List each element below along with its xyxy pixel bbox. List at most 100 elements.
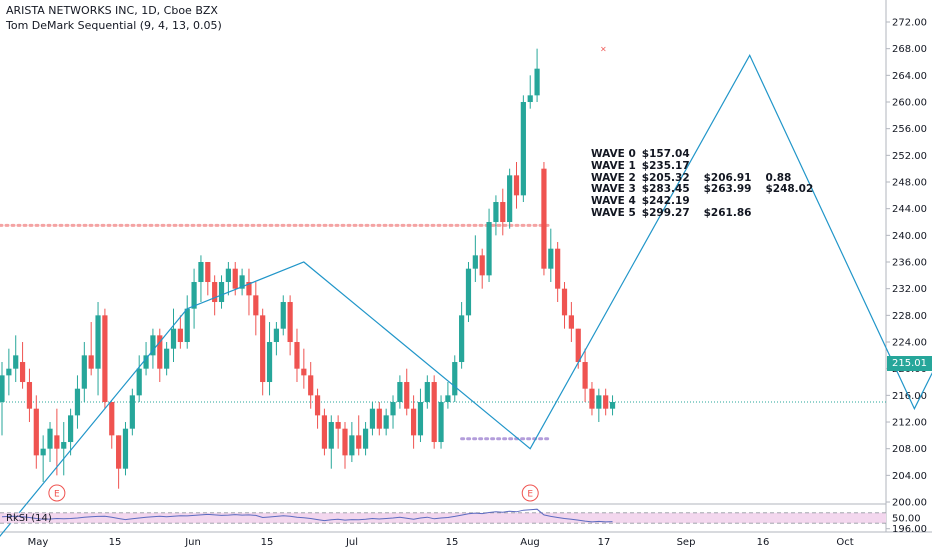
candle-body xyxy=(520,102,526,196)
candle-body xyxy=(232,268,238,289)
candle-body xyxy=(198,262,204,283)
candle-body xyxy=(314,395,321,416)
y-tick-label: 248.00 xyxy=(892,178,927,189)
candle-body xyxy=(177,328,183,343)
candle-body xyxy=(301,368,307,376)
candle-body xyxy=(54,435,60,449)
candle-body xyxy=(225,268,231,283)
y-tick-label: 228.00 xyxy=(892,311,927,322)
wave-label: WAVE 0 xyxy=(591,148,636,160)
candle-body xyxy=(472,255,478,269)
y-tick-label: 260.00 xyxy=(892,98,927,109)
candle-body xyxy=(6,368,12,376)
candle-body xyxy=(136,368,142,396)
y-tick-label: 252.00 xyxy=(892,151,927,162)
wave-label: WAVE 4 xyxy=(591,195,636,208)
wave-value: $205.32 xyxy=(641,171,690,184)
earnings-label: E xyxy=(527,490,533,500)
candle-body xyxy=(362,428,369,449)
y-tick-label: 196.00 xyxy=(892,524,927,535)
wave-row: WAVE 5 $299.27 $261.86 xyxy=(591,206,813,220)
wave-row: WAVE 1 $235.17 xyxy=(591,160,813,173)
wave-line xyxy=(0,53,932,537)
earnings-marker xyxy=(48,484,66,502)
candle-body xyxy=(294,342,300,369)
candle-body xyxy=(589,388,595,409)
candle-body xyxy=(356,435,362,449)
candle-body xyxy=(548,248,554,269)
candle-body xyxy=(507,175,513,223)
y-tick-label: 264.00 xyxy=(892,71,927,82)
earnings-label: E xyxy=(54,490,60,500)
candle-body xyxy=(280,302,286,329)
y-tick-label: 216.00 xyxy=(892,391,927,402)
earnings-marker xyxy=(521,484,539,502)
y-tick-label: 224.00 xyxy=(892,338,927,349)
x-tick-label: Jun xyxy=(184,537,201,548)
candle-body xyxy=(500,202,506,223)
wave-value: $242.19 xyxy=(641,195,690,208)
wave-value: 0.88 xyxy=(765,171,792,184)
candle-body xyxy=(321,415,328,449)
candle-body xyxy=(404,382,410,409)
wave-label: WAVE 5 xyxy=(591,206,636,219)
x-tick-label: 16 xyxy=(757,537,770,548)
candle-body xyxy=(369,408,376,429)
wave-value: $261.86 xyxy=(703,206,752,219)
candle-body xyxy=(109,402,115,436)
candle-body xyxy=(397,382,403,403)
wave-label: WAVE 3 xyxy=(591,183,636,196)
x-tick-label: 15 xyxy=(109,537,122,548)
y-tick-label: 268.00 xyxy=(892,44,927,55)
candle-body xyxy=(575,328,581,363)
candle-body xyxy=(164,348,170,369)
candle-body xyxy=(459,315,465,363)
candle-body xyxy=(150,335,156,356)
y-tick-label: 200.00 xyxy=(892,498,927,509)
wave-value: $157.04 xyxy=(641,148,690,160)
x-tick-label: 17 xyxy=(598,537,611,548)
symbol-title: ARISTA NETWORKS INC, 1D, Cboe BZX xyxy=(6,4,218,17)
candle-body xyxy=(342,428,348,456)
candle-body xyxy=(218,282,225,303)
candle-body xyxy=(253,295,259,316)
candle-body xyxy=(383,415,389,429)
y-tick-label: 208.00 xyxy=(892,444,927,455)
candle-body xyxy=(266,342,273,383)
candle-body xyxy=(555,248,561,289)
x-tick-label: Aug xyxy=(520,537,540,548)
candle-body xyxy=(445,395,451,403)
y-tick-label: 232.00 xyxy=(892,284,927,295)
wave-annotation: WAVE 0 $157.04 WAVE 1 $235.17 WAVE 2 $205.32 $… xyxy=(591,148,813,220)
candle-body xyxy=(212,282,218,303)
candle-body xyxy=(157,335,163,369)
last-price-tag: 215.01 xyxy=(887,356,932,371)
candle-body xyxy=(102,315,108,403)
wave-value: $283.45 xyxy=(641,183,690,196)
candle-body xyxy=(582,362,588,389)
candle-body xyxy=(287,302,293,343)
candle-body xyxy=(33,408,39,456)
candle-body xyxy=(527,95,533,103)
candle-body xyxy=(486,222,492,276)
candle-body xyxy=(191,282,197,309)
candle-body xyxy=(349,435,355,456)
wave-label: WAVE 2 xyxy=(591,171,636,184)
candle-body xyxy=(465,268,472,316)
y-tick-label: 244.00 xyxy=(892,204,927,215)
wave-value: $299.27 xyxy=(641,206,690,219)
candle-body xyxy=(116,435,122,469)
x-tick-label: Oct xyxy=(836,537,853,548)
candle-body xyxy=(431,382,437,443)
resistance-marker: × xyxy=(600,45,607,54)
candle-body xyxy=(417,402,424,436)
candle-body xyxy=(260,315,266,383)
x-tick-label: 15 xyxy=(261,537,274,548)
candle-body xyxy=(246,282,252,296)
candle-body xyxy=(541,168,547,269)
candle-body xyxy=(239,275,245,289)
candle-body xyxy=(609,402,616,409)
candle-body xyxy=(438,402,444,443)
wave-value: $206.91 xyxy=(703,171,752,184)
